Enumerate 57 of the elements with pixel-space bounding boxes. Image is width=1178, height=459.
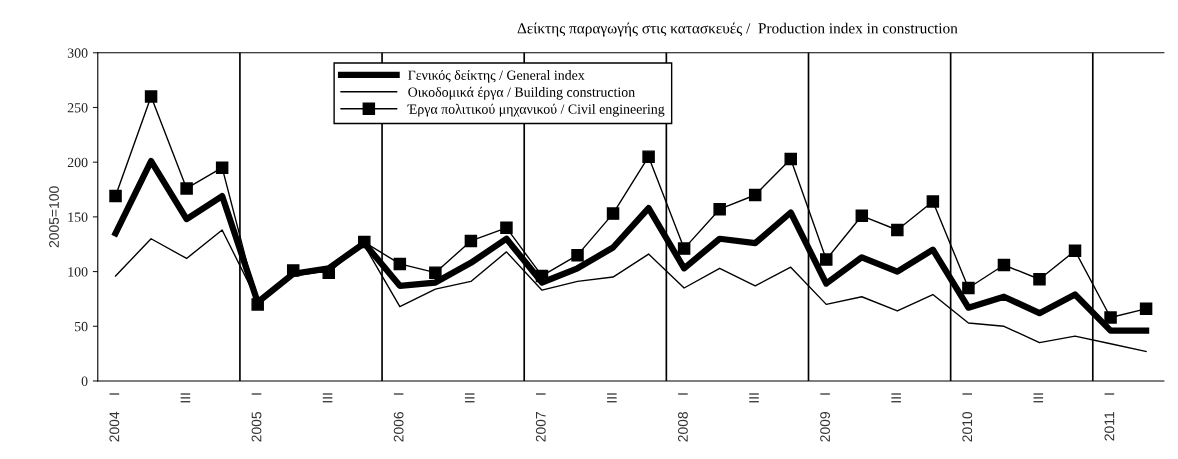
x-tick-label: III — [464, 393, 475, 403]
point — [855, 209, 869, 223]
x-tick-label: 2006 I — [393, 393, 404, 442]
point — [144, 90, 158, 103]
x-tick-label: 2011 I — [1104, 393, 1115, 441]
point — [535, 269, 549, 283]
point — [962, 281, 975, 295]
y-tick-label: 0 — [81, 376, 88, 386]
point — [286, 264, 300, 277]
point — [358, 235, 371, 249]
point — [713, 202, 726, 216]
point — [215, 161, 229, 174]
legend-label: Έργα πολιτικού μηχανικού / Civil engineering — [407, 103, 665, 117]
x-tick-label: 2008 I — [678, 393, 688, 442]
x-tick-label: 2009 I — [820, 393, 830, 442]
point — [997, 258, 1011, 272]
y-tick-label: 50 — [74, 321, 88, 332]
y-tick-label: 100 — [68, 267, 88, 277]
x-tick-label: III — [180, 393, 191, 403]
point — [748, 188, 762, 202]
point — [393, 257, 407, 271]
chart-title: Δείκτης παραγωγής στις κατασκευές / Production index in construction — [517, 22, 958, 37]
y-tick-label: 150 — [68, 212, 88, 222]
point — [322, 266, 336, 279]
point — [571, 248, 584, 262]
point — [180, 182, 193, 195]
point — [1033, 272, 1046, 286]
legend-label: Οικοδομικά έργα / Building construction — [408, 86, 635, 100]
point — [642, 150, 655, 163]
point — [820, 253, 833, 266]
x-tick-label: III — [322, 393, 333, 403]
point — [1104, 311, 1117, 324]
y-tick-label: 300 — [67, 48, 88, 58]
y-axis-title: 2005=100 — [49, 186, 59, 248]
x-tick-label: III — [891, 393, 901, 403]
point — [1139, 302, 1153, 316]
x-tick-label: III — [607, 393, 617, 403]
point — [926, 195, 940, 208]
y-tick-label: 250 — [67, 103, 88, 113]
y-tick-label: 200 — [67, 157, 88, 168]
point — [677, 242, 691, 255]
point — [429, 266, 442, 279]
point — [109, 189, 122, 203]
x-tick-label: 2004 I — [109, 393, 120, 442]
x-tick-label: 2007 I — [535, 393, 546, 442]
point — [251, 298, 264, 311]
point — [891, 223, 904, 237]
point — [784, 152, 797, 166]
x-tick-label: 2005 I — [251, 393, 262, 442]
x-tick-label: III — [749, 393, 759, 403]
point — [1068, 244, 1082, 258]
point — [464, 234, 478, 248]
legend-label: Γενικός δείκτης / General index — [408, 69, 585, 83]
x-tick-label: III — [1033, 393, 1044, 403]
x-tick-label: 2010 I — [962, 393, 973, 442]
point — [606, 207, 620, 220]
point — [500, 221, 513, 235]
